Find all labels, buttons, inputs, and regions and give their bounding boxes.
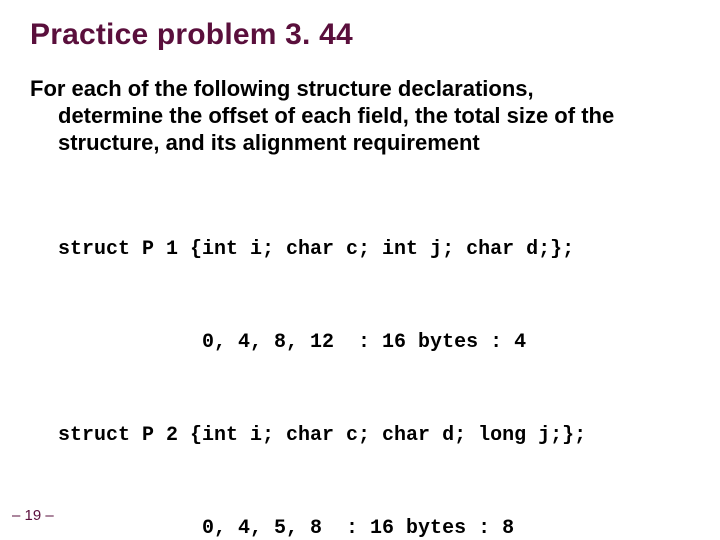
question-line-1: For each of the following structure decl… <box>30 76 690 103</box>
code-line: struct P 1 {int i; char c; int j; char d… <box>58 234 690 265</box>
question-line-2: determine the offset of each field, the … <box>30 103 690 130</box>
code-line: 0, 4, 5, 8 : 16 bytes : 8 <box>58 513 690 540</box>
slide-title: Practice problem 3. 44 <box>30 18 690 52</box>
code-block: struct P 1 {int i; char c; int j; char d… <box>30 172 690 540</box>
page-number: – 19 – <box>12 507 54 524</box>
slide: Practice problem 3. 44 For each of the f… <box>0 0 720 540</box>
question-line-3: structure, and its alignment requirement <box>30 130 690 157</box>
code-line: 0, 4, 8, 12 : 16 bytes : 4 <box>58 327 690 358</box>
code-line: struct P 2 {int i; char c; char d; long … <box>58 420 690 451</box>
problem-statement: For each of the following structure decl… <box>30 76 690 156</box>
